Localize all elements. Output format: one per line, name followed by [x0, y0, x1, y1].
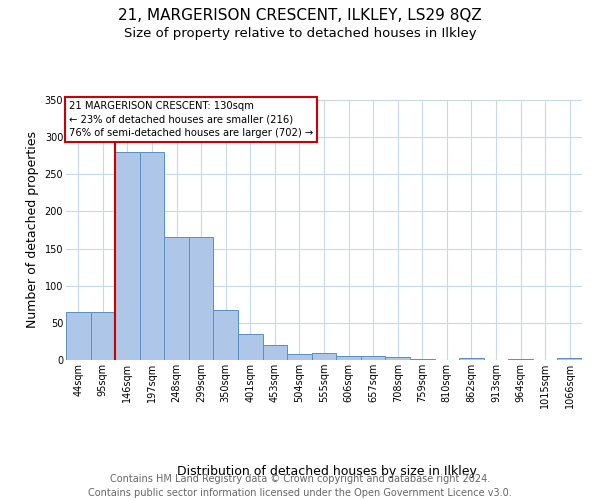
Bar [238, 334, 263, 360]
Bar [459, 358, 484, 360]
Bar [164, 238, 189, 360]
Bar [115, 152, 140, 360]
Bar [361, 356, 385, 360]
Bar [189, 238, 214, 360]
Bar [508, 358, 533, 360]
Text: Distribution of detached houses by size in Ilkley: Distribution of detached houses by size … [177, 464, 477, 477]
Bar [385, 357, 410, 360]
Bar [140, 152, 164, 360]
Bar [312, 352, 336, 360]
Bar [410, 358, 434, 360]
Bar [91, 312, 115, 360]
Text: 21 MARGERISON CRESCENT: 130sqm
← 23% of detached houses are smaller (216)
76% of: 21 MARGERISON CRESCENT: 130sqm ← 23% of … [68, 102, 313, 138]
Text: 21, MARGERISON CRESCENT, ILKLEY, LS29 8QZ: 21, MARGERISON CRESCENT, ILKLEY, LS29 8Q… [118, 8, 482, 22]
Y-axis label: Number of detached properties: Number of detached properties [26, 132, 39, 328]
Bar [557, 358, 582, 360]
Text: Contains HM Land Registry data © Crown copyright and database right 2024.
Contai: Contains HM Land Registry data © Crown c… [88, 474, 512, 498]
Bar [66, 312, 91, 360]
Bar [336, 356, 361, 360]
Bar [287, 354, 312, 360]
Text: Size of property relative to detached houses in Ilkley: Size of property relative to detached ho… [124, 28, 476, 40]
Bar [263, 345, 287, 360]
Bar [214, 310, 238, 360]
